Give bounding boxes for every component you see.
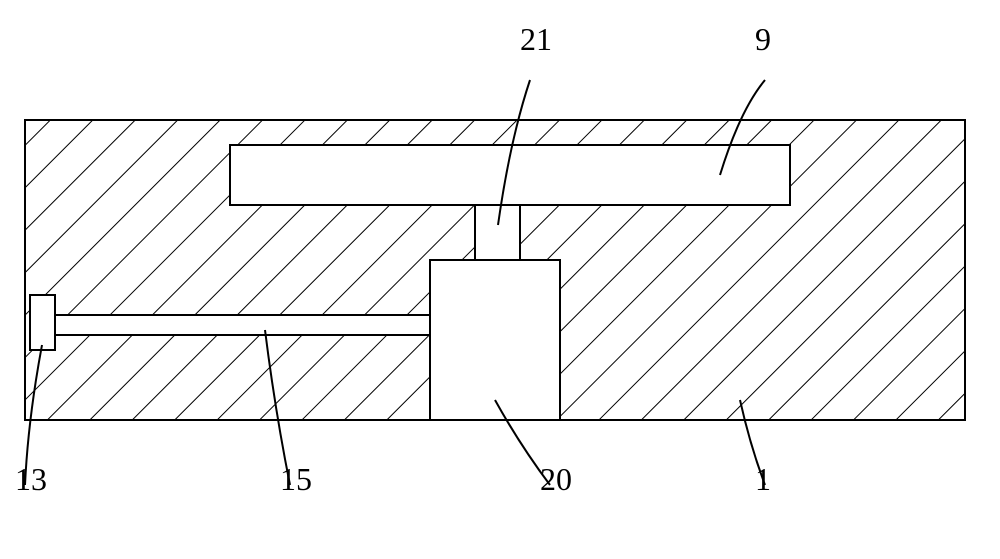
callout-label-21: 21 <box>520 21 552 57</box>
diagram-svg: 21 9 13 15 20 1 <box>0 0 1000 559</box>
callout-label-1: 1 <box>755 461 771 497</box>
callout-label-13: 13 <box>15 461 47 497</box>
callout-label-15: 15 <box>280 461 312 497</box>
callout-label-20: 20 <box>540 461 572 497</box>
technical-diagram: 21 9 13 15 20 1 <box>0 0 1000 559</box>
callout-label-9: 9 <box>755 21 771 57</box>
